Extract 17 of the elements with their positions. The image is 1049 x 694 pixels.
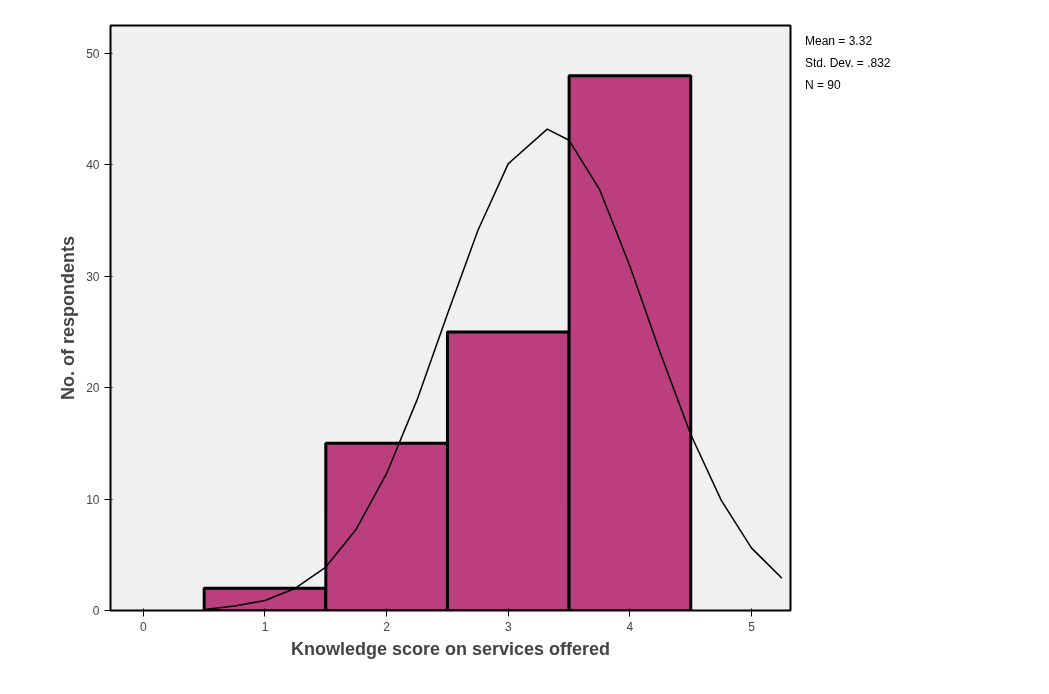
y-tick-label: 30 <box>86 269 100 284</box>
x-axis-title: Knowledge score on services offered <box>290 638 611 659</box>
y-axis-title: No. of respondents <box>58 235 79 400</box>
x-tick-label: 2 <box>383 619 391 634</box>
x-tick-label: 5 <box>748 619 756 634</box>
x-tick-label: 3 <box>504 619 512 634</box>
y-tick-label: 50 <box>86 46 100 61</box>
x-tick-label: 1 <box>261 619 269 634</box>
text: Std. Dev. = .832 <box>805 56 891 70</box>
text: Mean = 3.32 <box>805 34 873 48</box>
y-tick-label: 10 <box>86 492 100 507</box>
y-tick-label: 20 <box>86 381 100 396</box>
y-tick-label: 40 <box>86 158 100 173</box>
text: N = 90 <box>805 78 841 92</box>
y-tick-label: 0 <box>92 604 100 618</box>
x-tick-label: 0 <box>140 619 148 634</box>
x-tick-label: 4 <box>626 619 634 634</box>
